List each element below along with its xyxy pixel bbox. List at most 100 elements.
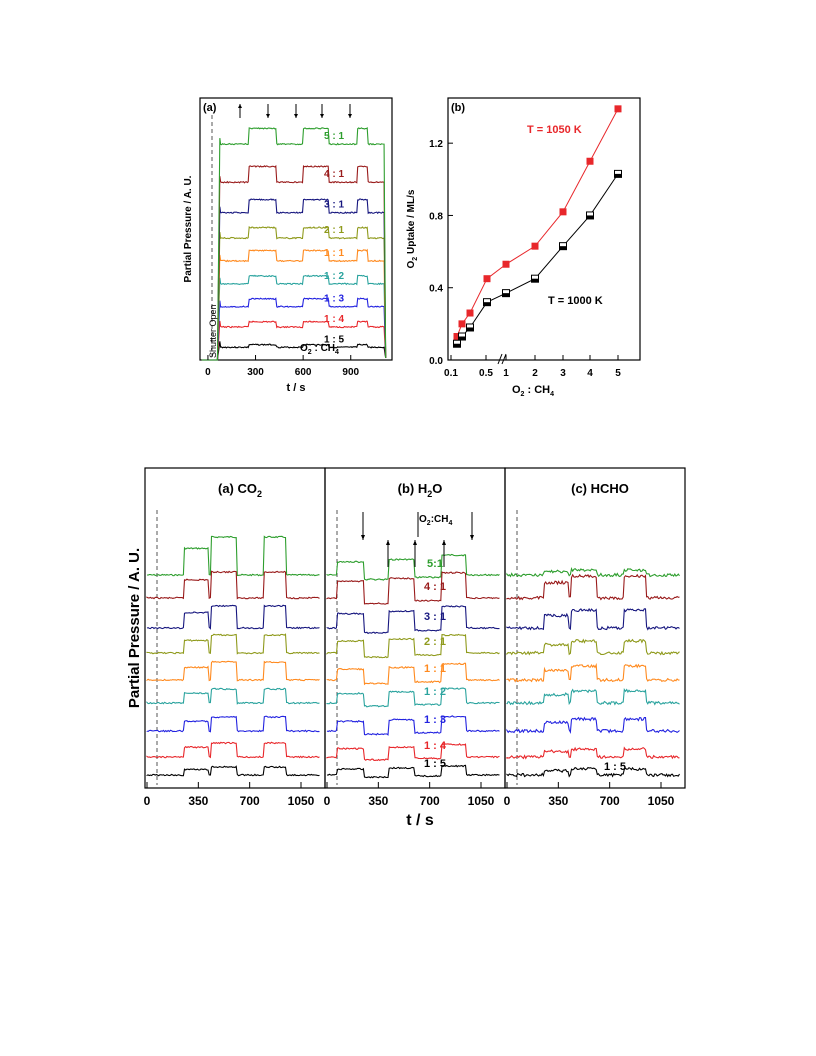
fig2-trace xyxy=(506,638,680,656)
fig1-panel-a: (a) Shutter Open 1 : 51 : 41 : 31 : 21 :… xyxy=(183,97,393,394)
fig1b-x-tick-label: 4 xyxy=(587,368,593,379)
fig2-title-h2o: (b) H2O xyxy=(398,481,443,499)
fig1b-point-1050 xyxy=(483,275,491,283)
fig1a-arrow xyxy=(348,104,352,118)
fig1b-y-tick-label: 0.4 xyxy=(429,284,443,295)
fig1a-series-label: 1 : 2 xyxy=(324,271,344,282)
fig1b-point-1000 xyxy=(586,211,594,220)
fig1b-x-label: O2 : CH4 xyxy=(512,384,554,398)
fig1b-point-1050 xyxy=(502,260,510,268)
fig2-x-label: t / s xyxy=(406,812,434,829)
fig1b-point-1000 xyxy=(614,169,622,178)
fig2-trace xyxy=(326,662,500,686)
fig2-ratio-label: 1 : 4 xyxy=(424,740,447,752)
fig2-x-tick-label: 1050 xyxy=(288,794,315,808)
fig1a-trace xyxy=(201,297,387,361)
fig1b-point-1000 xyxy=(502,289,510,298)
fig1a-y-label: Partial Pressure / A. U. xyxy=(183,175,194,282)
fig1b-point-1050 xyxy=(466,309,474,317)
fig1a-x-tick-label: 900 xyxy=(342,367,359,378)
fig1a-trace xyxy=(201,198,387,361)
fig2-ratio-label: 3 : 1 xyxy=(424,611,446,623)
fig1b-x-tick-label: 3 xyxy=(560,368,566,379)
fig2b-arrow xyxy=(442,540,446,567)
fig1a-series-label: 3 : 1 xyxy=(324,200,344,211)
fig2-ratio-label: 1 : 5 xyxy=(424,758,446,770)
fig2-x-tick-label: 350 xyxy=(368,794,388,808)
fig1a-arrows xyxy=(238,104,352,118)
fig1a-panel-label: (a) xyxy=(203,102,217,114)
fig1a-arrow xyxy=(266,104,270,118)
fig2b-arrow xyxy=(413,540,417,567)
fig2-trace xyxy=(326,633,500,659)
fig1b-point-1050 xyxy=(531,242,539,250)
fig1a-arrow xyxy=(320,104,324,118)
fig2-trace xyxy=(146,660,320,682)
fig2b-arrow xyxy=(386,540,390,567)
fig2b-arrow xyxy=(470,512,474,540)
fig2-trace xyxy=(506,688,680,706)
fig1a-x-ticks: 0 300 600 900 xyxy=(205,355,360,378)
fig1b-series-line xyxy=(456,173,619,345)
fig1a-trace xyxy=(201,127,387,361)
fig1b-frame xyxy=(447,97,641,361)
fig1a-shutter-label: Shutter Open xyxy=(208,304,218,358)
fig2-title-co2: (a) CO2 xyxy=(218,481,262,499)
fig2-x-tick-label: 700 xyxy=(420,794,440,808)
fig1b-y-tick-label: 0.8 xyxy=(429,211,443,222)
fig1a-series-label: 2 : 1 xyxy=(324,225,344,236)
fig1b-x-tick-label: 1 xyxy=(503,368,509,379)
fig2-trace xyxy=(146,687,320,705)
fig1b-y-label: O2 Uptake / ML/s xyxy=(406,189,419,268)
fig2-trace xyxy=(146,535,320,577)
fig2-title-hcho: (c) HCHO xyxy=(571,481,629,496)
fig1b-x-tick-label: 2 xyxy=(532,368,538,379)
fig2-ratio-label: 1 : 1 xyxy=(424,663,446,675)
fig2-trace xyxy=(146,570,320,600)
fig1a-trace xyxy=(201,320,387,361)
fig2-trace xyxy=(146,765,320,777)
fig1a-arrow xyxy=(294,104,298,118)
fig2-ratio-label: 5:1 xyxy=(427,558,443,570)
fig1a-series-label: 4 : 1 xyxy=(324,169,344,180)
fig1b-y-tick-label: 1.2 xyxy=(429,139,443,150)
fig1a-x-tick-label: 300 xyxy=(247,367,264,378)
fig1a-series-label: 1 : 4 xyxy=(324,314,344,325)
fig2-ratio-label: 2 : 1 xyxy=(424,636,446,648)
fig2-trace xyxy=(146,741,320,759)
fig1a-trace xyxy=(201,341,387,361)
fig2-x-tick-label: 700 xyxy=(600,794,620,808)
fig1a-arrow xyxy=(238,104,242,118)
fig1b-axis-break xyxy=(497,353,507,365)
fig1b-legend-1000: T = 1000 K xyxy=(548,295,603,307)
fig1b-x-tick-label: 0.5 xyxy=(479,368,493,379)
fig2-trace xyxy=(146,715,320,733)
fig2-ratio-label: 4 : 1 xyxy=(424,581,446,593)
fig2b-annotation: O2:CH4 xyxy=(419,514,452,527)
fig1a-series-label: 1 : 3 xyxy=(324,294,344,305)
fig2-trace xyxy=(506,662,680,683)
fig2-x-ticks: 0 350 700 1050 0 350 700 1050 0 350 700 1050 xyxy=(144,782,675,808)
fig2-trace xyxy=(326,743,500,762)
fig1b-point-1000 xyxy=(453,339,461,348)
fig1b-point-1050 xyxy=(453,333,461,341)
fig1a-series-label: 1 : 1 xyxy=(324,248,344,259)
fig2-trace xyxy=(506,716,680,735)
fig1b-x-tick-label: 5 xyxy=(615,368,621,379)
fig1b-point-1000 xyxy=(559,242,567,251)
fig1b-point-1000 xyxy=(458,332,466,341)
fig2-trace xyxy=(506,607,680,631)
fig2-trace xyxy=(326,715,500,736)
fig1b-point-1000 xyxy=(483,298,491,307)
fig2-trace xyxy=(506,766,680,778)
fig1b-point-1000 xyxy=(531,274,539,283)
fig2-trace xyxy=(506,566,680,578)
fig2-x-tick-label: 700 xyxy=(240,794,260,808)
fig2-trace xyxy=(326,764,500,779)
fig2-x-tick-label: 0 xyxy=(144,794,151,808)
fig2-trace xyxy=(506,573,680,601)
fig2-arrows xyxy=(361,512,474,567)
fig1a-traces xyxy=(201,127,387,361)
fig2b-arrow xyxy=(361,512,365,540)
